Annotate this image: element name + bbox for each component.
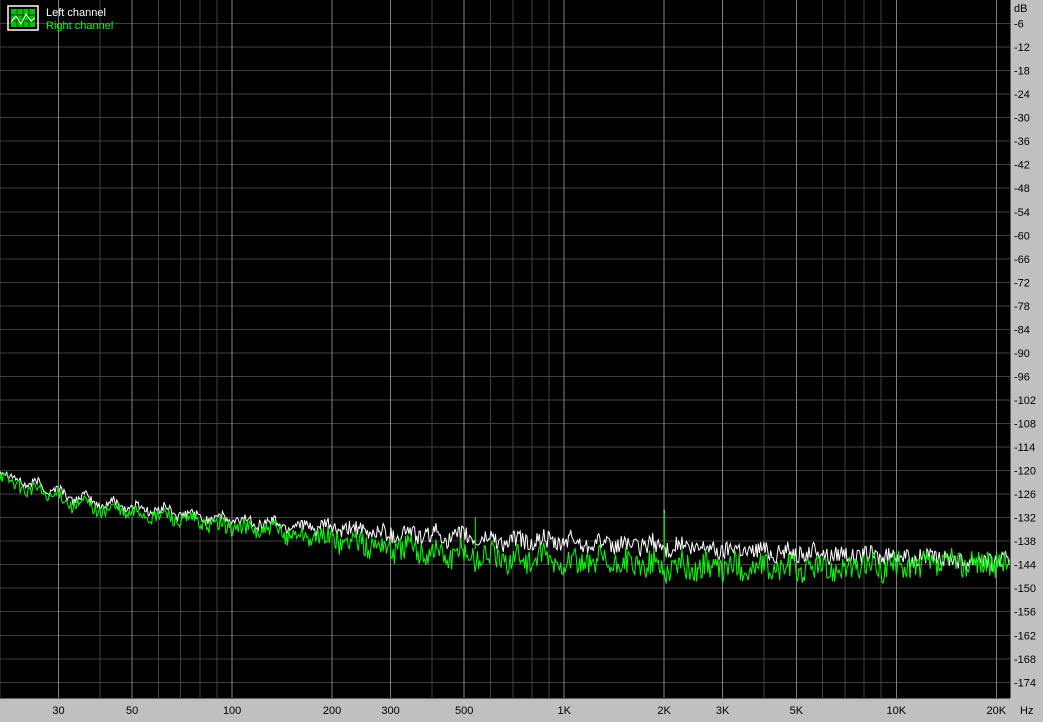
y-tick-label: -78 xyxy=(1014,301,1030,313)
x-tick-label: 2K xyxy=(657,705,671,717)
spectrum-chart: -6 -12 -18 -24 -30 -36 -42 -48 -54 -60 -66 -72 -78 -8… xyxy=(0,0,1043,722)
y-tick-label: -90 xyxy=(1014,348,1030,360)
y-tick-label: -126 xyxy=(1014,489,1036,501)
legend-item-label: Left channel xyxy=(46,7,106,19)
y-tick-label: -114 xyxy=(1014,442,1035,454)
y-axis-unit-label: dB xyxy=(1014,3,1027,15)
y-tick-label: -162 xyxy=(1014,630,1036,642)
y-tick-label: -102 xyxy=(1014,395,1036,407)
x-tick-label: 100 xyxy=(223,705,241,717)
x-tick-label: 1K xyxy=(557,705,571,717)
y-tick-label: -144 xyxy=(1014,560,1036,572)
x-tick-label: 20K xyxy=(986,705,1006,717)
y-tick-label: -24 xyxy=(1014,89,1030,101)
x-tick-label: 500 xyxy=(455,705,473,717)
y-tick-label: -72 xyxy=(1014,277,1030,289)
y-tick-label: -6 xyxy=(1014,19,1024,31)
y-tick-label: -120 xyxy=(1014,466,1036,478)
y-tick-label: -30 xyxy=(1014,113,1030,125)
y-tick-label: -150 xyxy=(1014,583,1036,595)
y-tick-label: -168 xyxy=(1014,654,1036,666)
x-tick-label: 10K xyxy=(886,705,906,717)
x-tick-label: 200 xyxy=(323,705,341,717)
y-tick-label: -42 xyxy=(1014,160,1030,172)
y-tick-label: -156 xyxy=(1014,607,1036,619)
y-tick-label: -96 xyxy=(1014,371,1030,383)
x-axis-unit-label: Hz xyxy=(1020,705,1033,717)
x-tick-label: 30 xyxy=(52,705,64,717)
y-tick-label: -36 xyxy=(1014,136,1030,148)
y-tick-label: -84 xyxy=(1014,324,1030,336)
y-tick-label: -138 xyxy=(1014,536,1036,548)
y-tick-label: -132 xyxy=(1014,513,1036,525)
y-tick-label: -60 xyxy=(1014,230,1030,242)
x-tick-label: 300 xyxy=(381,705,399,717)
legend-item-label: Right channel xyxy=(46,20,113,32)
x-tick-label: 3K xyxy=(716,705,730,717)
x-tick-label: 50 xyxy=(126,705,138,717)
legend-icon xyxy=(8,6,38,30)
y-tick-label: -66 xyxy=(1014,254,1030,266)
y-tick-label: -48 xyxy=(1014,183,1030,195)
x-tick-label: 5K xyxy=(790,705,804,717)
y-tick-label: -174 xyxy=(1014,677,1036,689)
y-tick-label: -108 xyxy=(1014,419,1036,431)
y-tick-label: -18 xyxy=(1014,66,1030,78)
y-tick-label: -12 xyxy=(1014,42,1030,54)
y-tick-label: -54 xyxy=(1014,207,1030,219)
